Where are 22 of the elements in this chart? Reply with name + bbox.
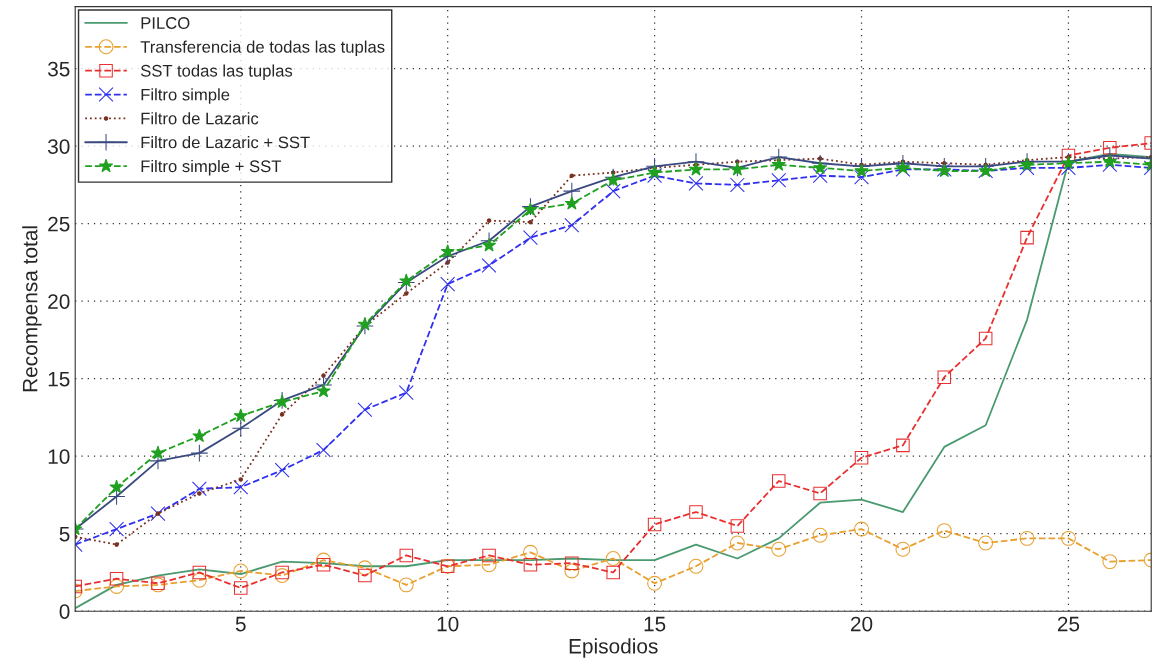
y-tick-label: 15: [48, 371, 70, 387]
y-tick-label: 10: [48, 449, 70, 464]
legend-label: Filtro simple + SST: [141, 159, 282, 176]
legend-label: Transferencia de todas las tuplas: [140, 40, 385, 57]
x-tick-label: 10: [437, 616, 459, 632]
x-tick-label: 20: [850, 616, 873, 632]
x-tick-label: 5: [235, 616, 246, 632]
y-tick-label: 0: [59, 604, 70, 619]
x-tick-label: 25: [1057, 616, 1080, 632]
y-tick-label: 35: [47, 61, 70, 77]
y-tick-label: 5: [59, 526, 70, 542]
y-tick-label: 20: [48, 294, 70, 309]
legend-label: Filtro de Lazaric: [141, 112, 259, 125]
x-axis-title: Episodios: [569, 638, 658, 658]
y-tick-label: 30: [47, 139, 70, 154]
legend-label: PILCO: [141, 17, 190, 29]
legend-label: Filtro simple: [141, 88, 230, 104]
y-axis-title: Recompensa total: [22, 226, 42, 392]
legend-label: SST todas las tuplas: [140, 64, 293, 80]
y-tick-label: 25: [48, 216, 70, 232]
legend-label: Filtro de Lazaric + SST: [141, 136, 310, 149]
x-tick-label: 15: [644, 616, 666, 632]
